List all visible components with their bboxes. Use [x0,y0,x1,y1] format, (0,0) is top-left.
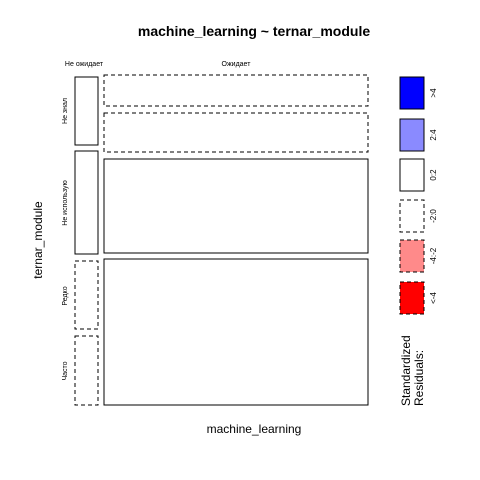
legend-label: -4:-2 [429,247,438,264]
legend-label: <-4 [429,292,438,304]
mosaic-cell [74,76,99,146]
chart-title: machine_learning ~ ternar_module [138,23,370,39]
mosaic-cell [74,335,99,406]
mosaic-cell [74,260,99,330]
legend-title: Standardized Residuals: [399,332,426,406]
legend-label: 2:4 [429,129,438,141]
y-tick-label-0: Не знал [62,98,69,124]
mosaic-cell [103,112,369,153]
y-tick-label-3: Часто [62,361,69,380]
legend-title-line-1: Standardized [399,335,413,406]
legend-label: -2:0 [429,209,438,223]
mosaic-cell [103,158,369,254]
y-axis-label: ternar_module [31,201,45,279]
legend-swatch [399,158,425,192]
legend-swatch [399,118,425,152]
legend-label: >4 [429,88,438,98]
legend-label: 0:2 [429,169,438,181]
mosaic-cells [74,74,369,406]
legend-swatch [399,239,425,273]
residuals-legend: >4 2:4 0:2 -2:0 -4:-2 <-4 [399,76,438,315]
y-tick-label-2: Редко [62,286,69,305]
x-axis-label: machine_learning [207,422,302,436]
legend-swatch [399,76,425,110]
mosaic-cell [103,74,369,107]
mosaic-cell [103,258,369,406]
legend-swatch [399,199,425,233]
legend-swatch [399,281,425,315]
legend-title-line-2: Residuals: [412,350,426,406]
x-tick-label-0: Не ожидает [65,61,104,68]
mosaic-cell [74,150,99,255]
y-tick-label-1: Не использую [62,180,69,225]
x-tick-label-1: Ожидает [222,61,252,68]
